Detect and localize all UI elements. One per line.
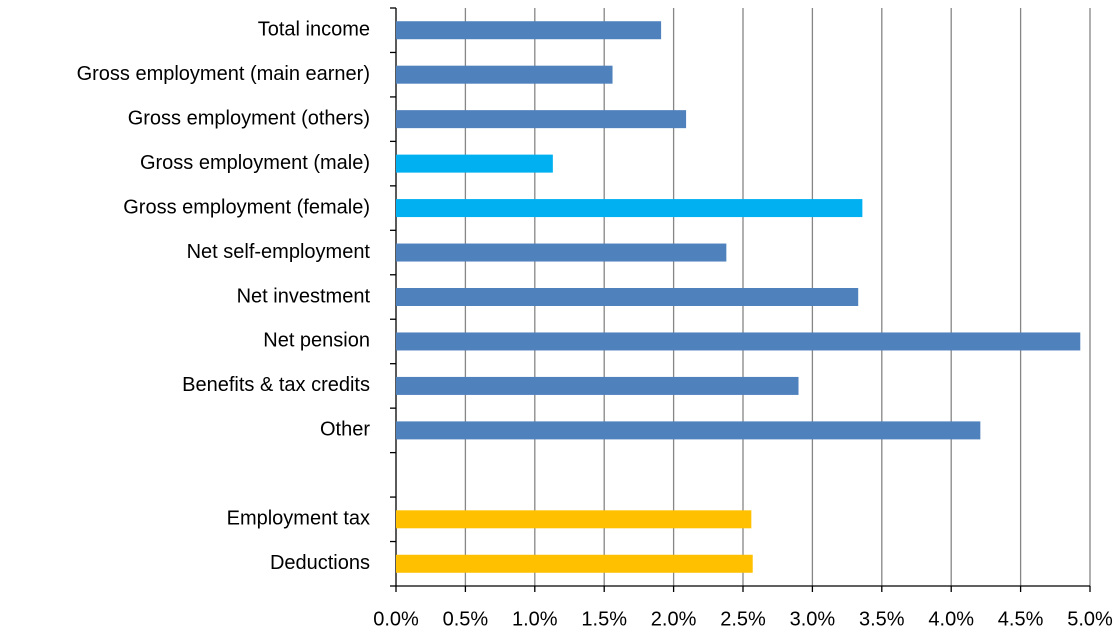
y-tick-label: Gross employment (female) [123,196,370,218]
x-tick-label: 1.5% [581,608,627,630]
bar [396,110,687,129]
x-tick-label: 1.0% [512,608,558,630]
x-tick-label: 3.0% [790,608,836,630]
x-tick-label: 2.5% [720,608,766,630]
bar [396,154,553,173]
y-tick-label: Employment tax [227,508,370,530]
bar [396,421,981,440]
y-tick-label: Net investment [237,285,371,307]
y-tick-label: Gross employment (others) [128,107,370,129]
y-tick-label: Other [320,419,370,441]
x-tick-label: 3.5% [859,608,905,630]
y-tick-label: Gross employment (main earner) [77,63,370,85]
bar [396,243,727,262]
bar [396,65,613,84]
x-tick-label: 0.0% [373,608,419,630]
bar [396,199,863,218]
bar [396,376,799,395]
y-tick-label: Net self-employment [187,241,371,263]
bar [396,554,753,573]
y-tick-label: Net pension [263,330,370,352]
bar [396,332,1081,351]
y-tick-label: Gross employment (male) [140,152,370,174]
x-tick-label: 0.5% [443,608,489,630]
x-tick-label: 4.0% [928,608,974,630]
bar [396,288,859,306]
y-tick-label: Total income [258,19,370,41]
y-tick-label: Deductions [270,552,370,574]
bar [396,21,662,40]
bar [396,510,752,529]
x-tick-label: 2.0% [651,608,697,630]
x-tick-label: 5.0% [1067,608,1113,630]
x-tick-label: 4.5% [998,608,1044,630]
y-tick-label: Benefits & tax credits [182,374,370,396]
